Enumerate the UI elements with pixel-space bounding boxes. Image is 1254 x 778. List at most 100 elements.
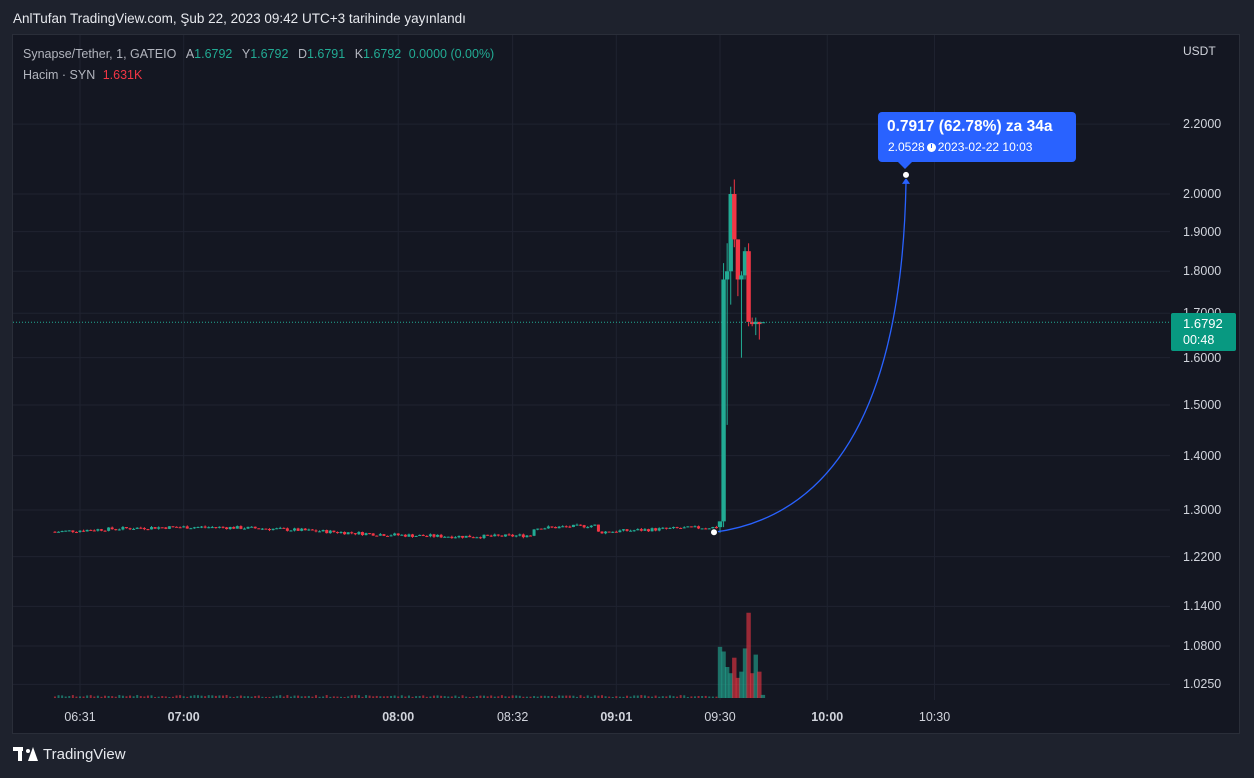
candle bbox=[200, 526, 204, 528]
candle bbox=[60, 531, 64, 533]
candle bbox=[593, 524, 597, 526]
volume-bar bbox=[465, 696, 468, 698]
measure-callout[interactable]: 0.7917 (62.78%) za 34a 2.0528 2023-02-22 … bbox=[878, 112, 1076, 162]
volume-bar bbox=[354, 695, 357, 698]
volume-bar bbox=[728, 673, 733, 698]
candle bbox=[425, 536, 429, 538]
publication-header: AnlTufan TradingView.com, Şub 22, 2023 0… bbox=[13, 11, 466, 26]
volume-bar bbox=[654, 695, 657, 698]
candle bbox=[621, 529, 625, 531]
volume-bar bbox=[626, 695, 629, 698]
volume-bar bbox=[508, 696, 511, 698]
volume-bar bbox=[575, 696, 578, 698]
volume-bar bbox=[732, 657, 737, 698]
candle bbox=[96, 529, 100, 531]
volume-bar bbox=[658, 696, 661, 698]
candle bbox=[679, 527, 683, 529]
candle bbox=[514, 535, 518, 537]
volume-bar bbox=[286, 695, 289, 698]
candle bbox=[739, 275, 744, 280]
volume-bar bbox=[196, 695, 199, 698]
candle bbox=[753, 321, 758, 325]
volume-bar bbox=[375, 695, 378, 698]
volume-bar bbox=[139, 696, 142, 698]
volume-bar bbox=[86, 695, 89, 698]
measure-end-point bbox=[902, 170, 910, 179]
volume-bar bbox=[676, 696, 679, 698]
volume-bar bbox=[232, 696, 235, 698]
volume-bar bbox=[543, 695, 546, 698]
change-value: 0.0000 (0.00%) bbox=[408, 47, 495, 61]
candle bbox=[160, 527, 164, 529]
price-tick: 1.9000 bbox=[1183, 224, 1222, 239]
candle bbox=[407, 534, 411, 537]
volume-label[interactable]: Hacim · SYN bbox=[23, 68, 96, 82]
volume-bar bbox=[118, 695, 121, 698]
candle bbox=[357, 532, 361, 535]
volume-bar bbox=[679, 695, 682, 698]
candle bbox=[260, 528, 264, 530]
candle bbox=[478, 537, 482, 539]
candle bbox=[82, 530, 86, 532]
candle bbox=[618, 530, 622, 533]
volume-bar bbox=[229, 696, 232, 698]
volume-bar bbox=[457, 696, 460, 698]
volume-bar bbox=[132, 696, 135, 698]
volume-bar bbox=[247, 696, 250, 698]
candle bbox=[382, 534, 386, 536]
candle bbox=[293, 528, 297, 531]
candle bbox=[178, 527, 182, 529]
candle bbox=[132, 528, 136, 530]
candle bbox=[250, 526, 254, 528]
candle bbox=[175, 526, 179, 528]
volume-bar bbox=[125, 696, 128, 698]
volume-bar bbox=[372, 696, 375, 698]
last-price-tag: 1.6792 00:48 bbox=[1171, 313, 1236, 351]
candle bbox=[489, 535, 493, 537]
volume-bar bbox=[182, 696, 185, 698]
volume-bar bbox=[325, 695, 328, 698]
volume-bar bbox=[207, 695, 210, 698]
candle bbox=[724, 271, 730, 280]
candle bbox=[103, 530, 107, 532]
volume-bar bbox=[222, 695, 225, 698]
volume-bar bbox=[724, 667, 730, 698]
candle bbox=[672, 527, 676, 529]
volume-bar bbox=[314, 695, 317, 698]
volume-bar bbox=[79, 696, 81, 698]
volume-bar bbox=[746, 612, 751, 698]
volume-bar bbox=[82, 696, 85, 698]
volume-bar bbox=[717, 646, 723, 698]
candle bbox=[500, 535, 504, 537]
volume-bar bbox=[611, 696, 614, 698]
volume-bar bbox=[279, 695, 282, 698]
volume-bar bbox=[329, 696, 332, 698]
volume-bar bbox=[53, 696, 56, 698]
candle bbox=[468, 535, 472, 538]
volume-bar bbox=[636, 695, 639, 698]
volume-bar bbox=[651, 696, 654, 698]
candle bbox=[307, 529, 311, 531]
candle bbox=[296, 528, 300, 531]
volume-bar bbox=[697, 696, 700, 698]
volume-bar bbox=[261, 696, 264, 698]
candle bbox=[353, 533, 357, 535]
footer-brand[interactable]: TradingView bbox=[13, 746, 126, 763]
symbol-label[interactable]: Synapse/Tether, 1, GATEIO bbox=[23, 47, 177, 61]
volume-bar bbox=[161, 696, 164, 698]
candle bbox=[246, 526, 250, 529]
candle bbox=[421, 534, 425, 537]
currency-label[interactable]: USDT bbox=[1183, 44, 1216, 58]
candle bbox=[432, 534, 436, 537]
volume-bar bbox=[757, 671, 762, 698]
volume-bar bbox=[586, 695, 589, 698]
volume-bars bbox=[53, 612, 766, 698]
volume-bar bbox=[622, 696, 625, 698]
volume-bar bbox=[100, 696, 103, 698]
volume-bar bbox=[250, 696, 253, 698]
candle bbox=[214, 527, 218, 529]
candle bbox=[192, 527, 196, 529]
price-tick: 1.0250 bbox=[1183, 677, 1222, 692]
volume-bar bbox=[565, 695, 568, 698]
